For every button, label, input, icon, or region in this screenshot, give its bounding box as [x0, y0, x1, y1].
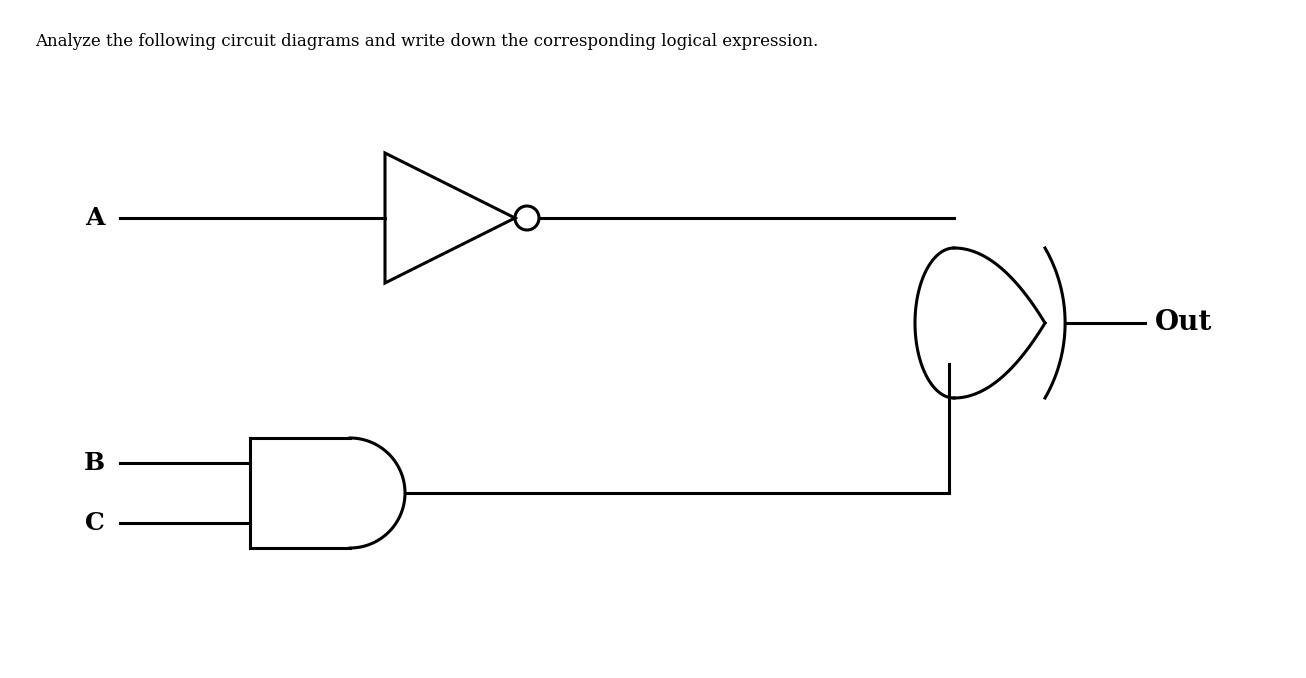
Text: C: C	[85, 511, 104, 535]
Text: A: A	[85, 206, 104, 230]
Text: Analyze the following circuit diagrams and write down the corresponding logical : Analyze the following circuit diagrams a…	[35, 33, 819, 50]
Text: Out: Out	[1155, 309, 1212, 336]
Text: B: B	[84, 452, 104, 475]
